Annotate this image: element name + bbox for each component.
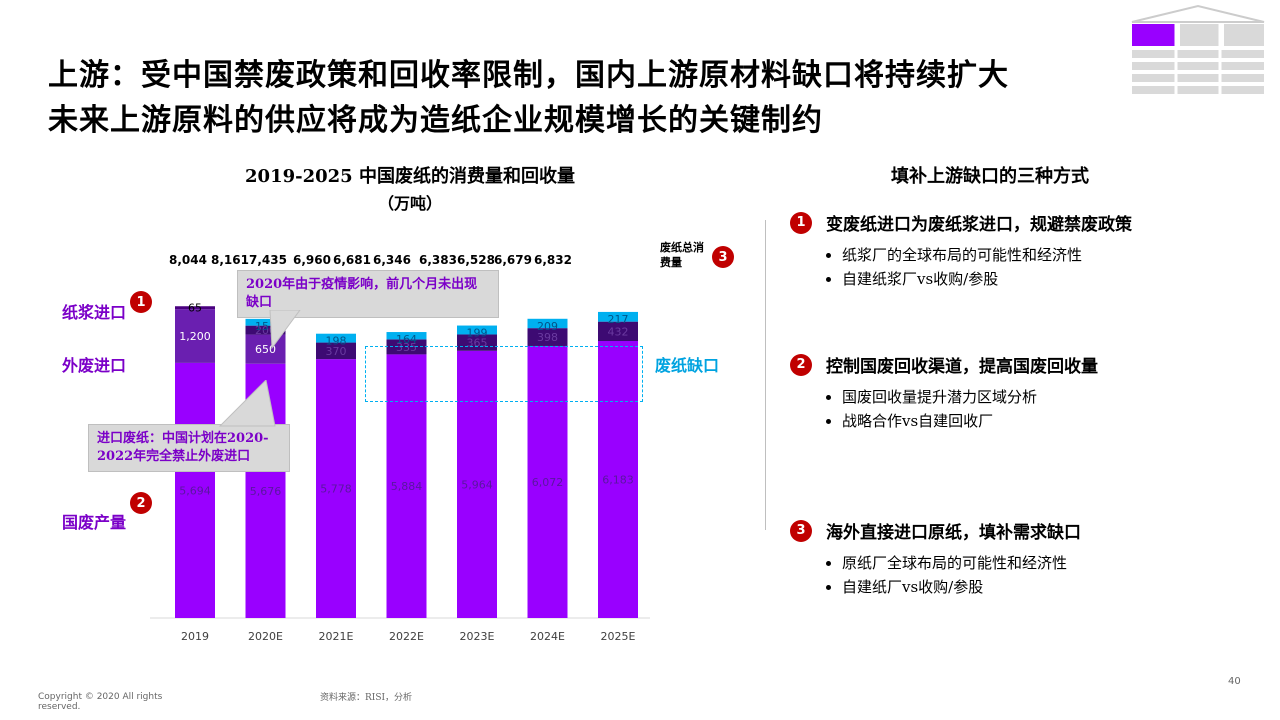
label-domestic-waste: 国废产量 bbox=[62, 513, 127, 532]
data-label: 5,676 bbox=[250, 485, 282, 498]
x-tick-label: 2022E bbox=[389, 630, 424, 643]
bar-segment bbox=[245, 318, 286, 326]
method-1-heading: 变废纸进口为废纸浆进口，规避禁废政策 bbox=[826, 215, 1132, 235]
callout-ban-pointer bbox=[218, 380, 276, 427]
total-label: 8,161 bbox=[211, 253, 249, 267]
method-3-list: 原纸厂全球布局的可能性和经济性 自建纸厂vs收购/参股 bbox=[824, 551, 1260, 599]
label-gap: 废纸缺口 bbox=[655, 356, 720, 375]
data-label: 198 bbox=[326, 335, 347, 348]
total-label: 8,044 bbox=[169, 253, 207, 267]
bar-segment bbox=[245, 325, 286, 335]
callout-covid: 2020年由于疫情影响，前几个月未出现缺口 bbox=[237, 270, 499, 318]
data-label: 5,884 bbox=[391, 480, 423, 493]
data-label: 335 bbox=[396, 341, 417, 354]
method-1-badge: 1 bbox=[790, 211, 812, 234]
list-item: 纸浆厂的全球布局的可能性和经济性 bbox=[842, 243, 1260, 267]
total-label: 6,960 bbox=[293, 253, 331, 267]
data-label: 1,200 bbox=[179, 330, 211, 343]
x-tick-label: 2021E bbox=[319, 630, 354, 643]
bar-segment bbox=[316, 333, 356, 343]
list-item: 自建纸浆厂vs收购/参股 bbox=[842, 267, 1260, 291]
method-2-badge: 2 bbox=[790, 353, 812, 376]
total-label: 6,528 bbox=[457, 253, 495, 267]
badge-3: 3 bbox=[712, 246, 734, 268]
data-label: 5,964 bbox=[461, 478, 493, 491]
data-label: 6,072 bbox=[532, 476, 564, 489]
label-total-consumption: 废纸总消费量 bbox=[660, 241, 704, 269]
method-2: 2 控制国废回收渠道，提高国废回收量 国废回收量提升潜力区域分析 战略合作vs自… bbox=[790, 352, 1260, 433]
right-panel-title: 填补上游缺口的三种方式 bbox=[891, 166, 1089, 187]
bar-segment bbox=[598, 341, 638, 618]
data-label: 217 bbox=[608, 313, 629, 326]
bar-segment bbox=[457, 325, 497, 335]
slide-title-line1: 上游：受中国禁废政策和回收率限制，国内上游原材料缺口将持续扩大 bbox=[48, 58, 1009, 93]
page-number: 40 bbox=[1228, 676, 1241, 687]
method-2-heading: 控制国废回收渠道，提高国废回收量 bbox=[826, 357, 1098, 377]
bar-segment bbox=[316, 359, 356, 618]
data-label: 650 bbox=[255, 343, 276, 356]
method-3-badge: 3 bbox=[790, 519, 812, 542]
panel-divider bbox=[765, 220, 766, 530]
method-1: 1 变废纸进口为废纸浆进口，规避禁废政策 纸浆厂的全球布局的可能性和经济性 自建… bbox=[790, 210, 1260, 291]
total-label: 6,681 bbox=[333, 253, 371, 267]
method-3: 3 海外直接进口原纸，填补需求缺口 原纸厂全球布局的可能性和经济性 自建纸厂vs… bbox=[790, 518, 1260, 599]
data-label: 209 bbox=[537, 320, 558, 333]
source-note: 资料来源：RISI，分析 bbox=[320, 693, 413, 703]
badge-2: 2 bbox=[130, 492, 152, 514]
data-label: 164 bbox=[396, 333, 417, 346]
badge-1: 1 bbox=[130, 291, 152, 313]
method-2-list: 国废回收量提升潜力区域分析 战略合作vs自建回收厂 bbox=[824, 385, 1260, 433]
data-label: 65 bbox=[188, 302, 202, 315]
x-tick-label: 2024E bbox=[530, 630, 565, 643]
bar-segment bbox=[527, 328, 568, 346]
slide-title-line2: 未来上游原料的供应将成为造纸企业规模增长的关键制约 bbox=[48, 103, 823, 138]
bar-segment bbox=[527, 345, 568, 618]
copyright: Copyright © 2020 All rights reserved. bbox=[38, 692, 163, 712]
method-3-heading: 海外直接进口原纸，填补需求缺口 bbox=[826, 523, 1081, 543]
total-label: 6,346 bbox=[373, 253, 411, 267]
data-label: 199 bbox=[467, 327, 488, 340]
x-tick-label: 2020E bbox=[248, 630, 283, 643]
bar-segment bbox=[598, 321, 638, 342]
bar-segment bbox=[457, 350, 497, 618]
list-item: 原纸厂全球布局的可能性和经济性 bbox=[842, 551, 1260, 575]
data-label: 5,778 bbox=[320, 483, 352, 496]
bar-segment bbox=[598, 311, 638, 322]
company-logo bbox=[1128, 4, 1268, 108]
label-foreign-waste: 外废进口 bbox=[62, 356, 127, 375]
bar-segment bbox=[386, 354, 427, 618]
total-label: 6,383 bbox=[419, 253, 457, 267]
list-item: 国废回收量提升潜力区域分析 bbox=[842, 385, 1260, 409]
data-label: 432 bbox=[608, 325, 629, 338]
x-tick-label: 2025E bbox=[601, 630, 636, 643]
data-label: 5,694 bbox=[179, 484, 211, 497]
data-label: 370 bbox=[326, 345, 347, 358]
chart-unit: （万吨） bbox=[377, 194, 442, 213]
bar-segment bbox=[386, 332, 427, 340]
bar-segment bbox=[175, 362, 215, 618]
list-item: 战略合作vs自建回收厂 bbox=[842, 409, 1260, 433]
label-pulp-import: 纸浆进口 bbox=[62, 303, 127, 322]
bar-segment bbox=[316, 342, 356, 360]
callout-ban: 进口废纸：中国计划在2020-2022年完全禁止外废进口 bbox=[88, 424, 290, 472]
x-tick-label: 2019 bbox=[181, 630, 209, 643]
callout-covid-pointer bbox=[269, 310, 301, 350]
bar-segment bbox=[175, 309, 215, 363]
gap-highlight-box bbox=[365, 346, 643, 402]
bar-segment bbox=[175, 306, 215, 310]
total-label: 6,679 bbox=[494, 253, 532, 267]
x-tick-label: 2023E bbox=[460, 630, 495, 643]
bar-segment bbox=[527, 318, 568, 329]
data-label: 398 bbox=[537, 331, 558, 344]
total-label: 6,832 bbox=[534, 253, 572, 267]
chart-title: 2019-2025 中国废纸的消费量和回收量 bbox=[245, 166, 575, 187]
list-item: 自建纸厂vs收购/参股 bbox=[842, 575, 1260, 599]
data-label: 6,183 bbox=[602, 474, 634, 487]
method-1-list: 纸浆厂的全球布局的可能性和经济性 自建纸浆厂vs收购/参股 bbox=[824, 243, 1260, 291]
total-label: 7,435 bbox=[249, 253, 287, 267]
